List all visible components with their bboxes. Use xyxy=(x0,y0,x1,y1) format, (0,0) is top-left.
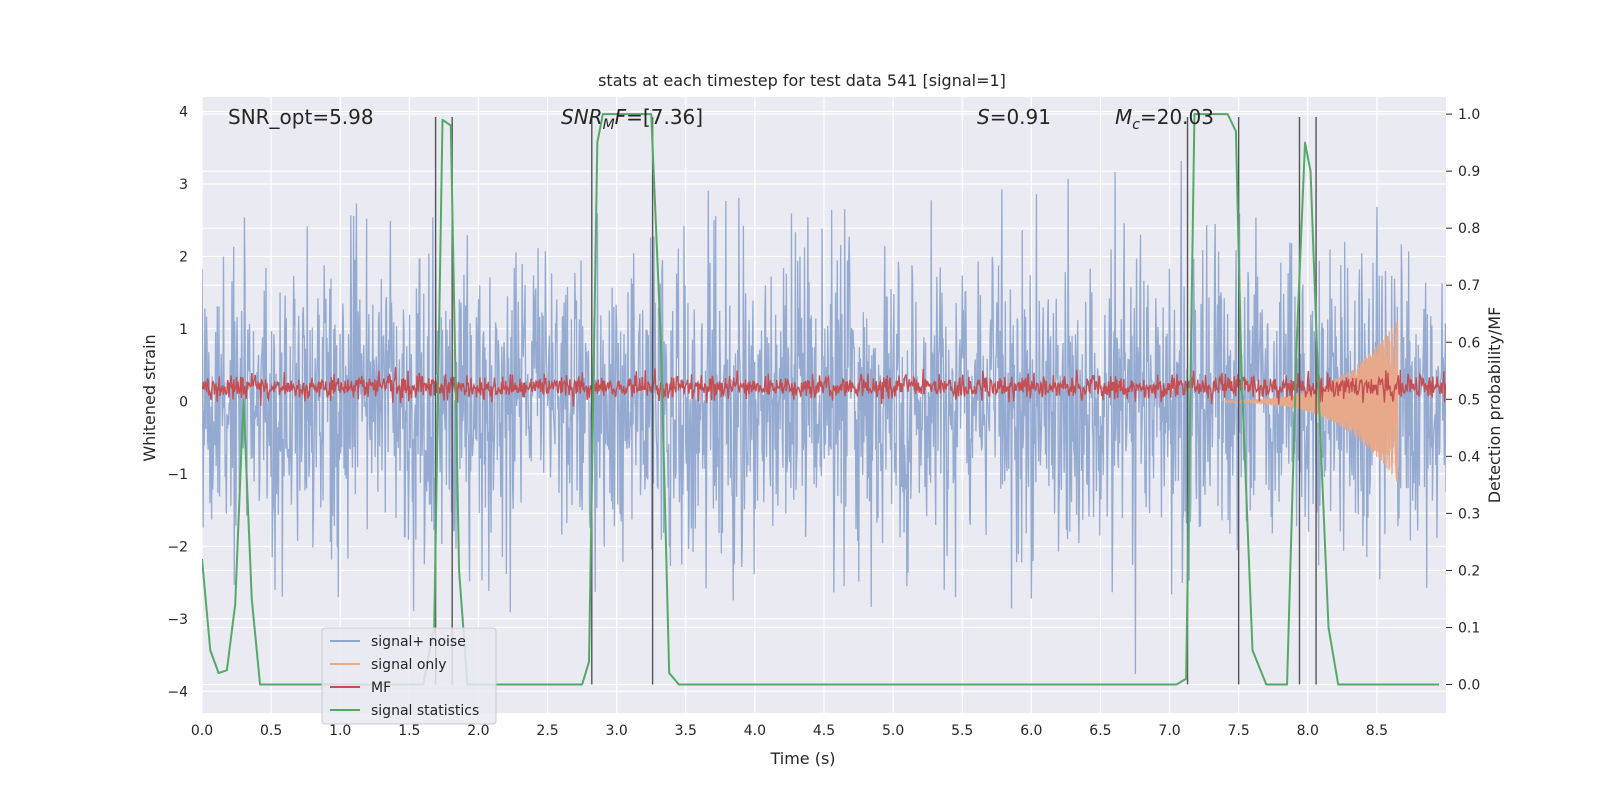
y-tick-label-right: 0.7 xyxy=(1458,278,1480,294)
y-tick-label-left: −4 xyxy=(167,684,188,700)
x-axis-label: Time (s) xyxy=(769,749,835,768)
chart-title: stats at each timestep for test data 541… xyxy=(598,71,1006,90)
x-tick-label: 0.0 xyxy=(191,723,213,739)
x-tick-label: 2.0 xyxy=(467,723,489,739)
x-tick-label: 5.5 xyxy=(951,723,973,739)
legend: signal+ noise signal only MF signal stat… xyxy=(321,627,497,725)
y-tick-label-left: 2 xyxy=(179,249,188,265)
x-tick-label: 3.5 xyxy=(675,723,697,739)
y-tick-label-right: 0.8 xyxy=(1458,221,1480,237)
annotation-snr-mf-value: =[7.36] xyxy=(626,105,703,129)
y-axis-label-right: Detection probability/MF xyxy=(1485,307,1504,504)
y-tick-label-left: −3 xyxy=(167,612,188,628)
y-tick-label-left: −2 xyxy=(167,539,188,555)
ticks: 0.0 0.5 1.0 1.5 2.0 2.5 3.0 3.5 4.0 4.5 5.0 5.5 6.0 6… xyxy=(167,104,1480,739)
y-tick-label-left: 3 xyxy=(179,177,188,193)
legend-label-signal-only: signal only xyxy=(371,657,446,673)
series-signal-statistics xyxy=(202,113,1440,686)
y-tick-label-right: 0.9 xyxy=(1458,164,1480,180)
legend-label-mf: MF xyxy=(371,680,391,696)
annotation-snr-mf: SNRMF=[7.36] xyxy=(561,105,703,133)
y-tick-label-left: 4 xyxy=(179,104,188,120)
annotation-s-value: =0.91 xyxy=(990,105,1051,129)
y-tick-label-left: −1 xyxy=(167,467,188,483)
x-tick-label: 3.0 xyxy=(606,723,628,739)
annotation-s: S=0.91 xyxy=(977,105,1051,129)
annotation-snr-mf-sub: M xyxy=(603,117,615,133)
x-tick-label: 2.5 xyxy=(536,723,558,739)
x-tick-label: 0.5 xyxy=(260,723,282,739)
y-tick-label-right: 0.0 xyxy=(1458,677,1480,693)
y-tick-label-right: 1.0 xyxy=(1458,107,1480,123)
x-tick-label: 4.0 xyxy=(744,723,766,739)
annotation-snr-mf-base: SNR xyxy=(561,105,603,129)
x-tick-label: 7.0 xyxy=(1158,723,1180,739)
annotation-mc-value: =20.03 xyxy=(1140,105,1214,129)
annotation-snr-mf-tail: F xyxy=(615,105,627,129)
y-tick-label-right: 0.3 xyxy=(1458,506,1480,522)
x-tick-label: 7.5 xyxy=(1228,723,1250,739)
legend-box xyxy=(321,627,497,725)
annotation-mc-base: M xyxy=(1115,105,1132,129)
series-layer xyxy=(202,113,1446,686)
y-tick-label-right: 0.2 xyxy=(1458,563,1480,579)
x-tick-label: 8.5 xyxy=(1366,723,1388,739)
annotation-s-base: S xyxy=(977,105,990,129)
y-axis-label-left: Whitened strain xyxy=(140,334,159,461)
y-tick-label-left: 0 xyxy=(179,394,188,410)
x-tick-label: 6.5 xyxy=(1089,723,1111,739)
legend-label-signal-noise: signal+ noise xyxy=(371,634,466,650)
y-tick-label-left: 1 xyxy=(179,322,188,338)
x-tick-label: 1.0 xyxy=(329,723,351,739)
y-tick-label-right: 0.1 xyxy=(1458,620,1480,636)
series-signal-only xyxy=(1224,320,1399,482)
x-tick-label: 4.5 xyxy=(813,723,835,739)
annotation-mc: Mc=20.03 xyxy=(1115,105,1214,133)
x-tick-label: 5.0 xyxy=(882,723,904,739)
x-tick-label: 8.0 xyxy=(1297,723,1319,739)
y-tick-label-right: 0.4 xyxy=(1458,449,1480,465)
x-tick-label: 6.0 xyxy=(1020,723,1042,739)
annotation-mc-sub: c xyxy=(1132,117,1140,133)
legend-label-signal-statistics: signal statistics xyxy=(371,703,479,719)
annotation-snr-opt: SNR_opt=5.98 xyxy=(228,105,374,129)
y-tick-label-right: 0.6 xyxy=(1458,335,1480,351)
x-tick-label: 1.5 xyxy=(398,723,420,739)
y-tick-label-right: 0.5 xyxy=(1458,392,1480,408)
